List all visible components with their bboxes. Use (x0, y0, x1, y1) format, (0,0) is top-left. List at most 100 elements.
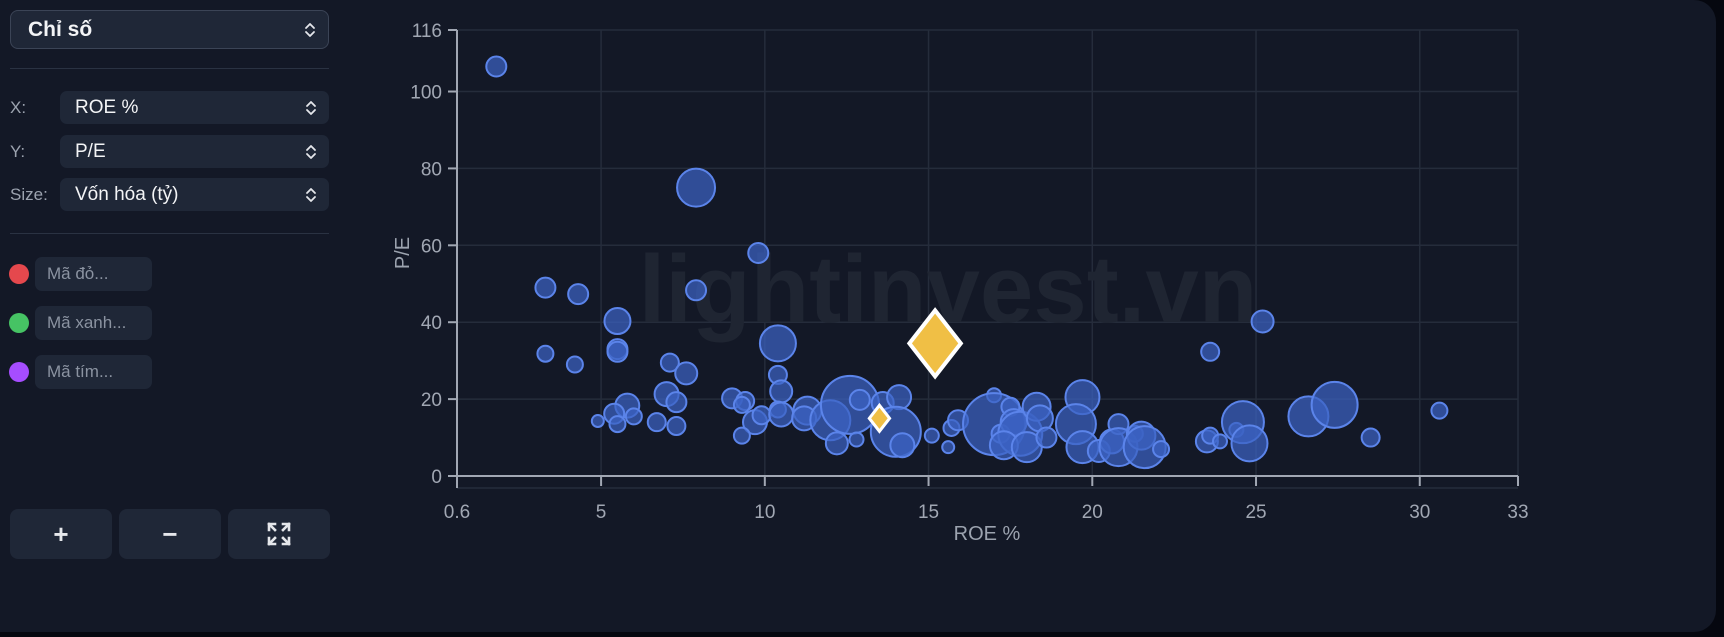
highlight-diamond[interactable] (906, 307, 964, 380)
divider (10, 233, 329, 234)
bubble[interactable] (646, 412, 667, 433)
y-tick-label: 100 (410, 83, 442, 104)
y-tick-label: 0 (431, 467, 442, 488)
x-axis-label: X: (10, 97, 27, 117)
y-axis-select[interactable]: P/E (60, 135, 329, 168)
x-tick-label: 0.6 (444, 502, 470, 523)
bubble[interactable] (1360, 427, 1381, 448)
chevron-updown-icon (305, 22, 315, 37)
chevron-updown-icon (306, 100, 316, 115)
y-axis-row: Y: P/E (10, 135, 329, 168)
highlight-green-row (9, 306, 152, 340)
bubble[interactable] (666, 416, 687, 437)
green-dot-icon (9, 313, 29, 333)
expand-arrows-icon (267, 522, 291, 546)
y-axis-title: P/E (392, 237, 414, 269)
fullscreen-button[interactable] (228, 509, 330, 559)
bubble[interactable] (676, 167, 717, 208)
highlight-purple-row (9, 355, 152, 389)
bubble-series[interactable] (485, 55, 1449, 470)
bubble[interactable] (590, 414, 605, 429)
chevron-updown-icon (306, 187, 316, 202)
highlight-purple-input[interactable] (35, 355, 152, 389)
x-tick-label: 10 (754, 502, 775, 523)
preset-select[interactable]: Chỉ số (10, 10, 329, 49)
bubble[interactable] (751, 405, 772, 426)
bubble[interactable] (565, 355, 584, 374)
bubble[interactable] (536, 344, 555, 363)
highlight-series[interactable] (867, 307, 964, 434)
size-axis-select[interactable]: Vốn hóa (tỷ) (60, 178, 329, 211)
bubble[interactable] (567, 283, 590, 306)
size-axis-select-value: Vốn hóa (tỷ) (75, 183, 179, 205)
size-axis-row: Size: Vốn hóa (tỷ) (10, 178, 329, 211)
bubble[interactable] (732, 395, 751, 414)
y-axis-label: Y: (10, 141, 26, 161)
zoom-in-button[interactable]: + (10, 509, 112, 559)
bubble[interactable] (848, 388, 871, 411)
bubble[interactable] (768, 401, 795, 428)
bubble[interactable] (1430, 401, 1449, 420)
bubble[interactable] (659, 352, 680, 373)
highlight-diamond[interactable] (867, 402, 892, 434)
y-axis-select-value: P/E (75, 140, 106, 162)
x-tick-label: 30 (1409, 502, 1430, 523)
x-tick-label: 20 (1082, 502, 1103, 523)
bubble[interactable] (608, 415, 627, 434)
bubble[interactable] (665, 391, 688, 414)
chart-area[interactable]: lightinvest.vn 0.6 5 10 15 20 25 30 33 0 20 40 60 8… (340, 0, 1716, 632)
purple-dot-icon (9, 362, 29, 382)
bubble[interactable] (923, 427, 940, 444)
bubble[interactable] (824, 431, 849, 456)
x-axis-select[interactable]: ROE % (60, 91, 329, 124)
bubble[interactable] (848, 431, 865, 448)
bubble[interactable] (534, 276, 557, 299)
bubble[interactable] (603, 307, 632, 336)
bubble[interactable] (1310, 380, 1359, 429)
highlight-green-input[interactable] (35, 306, 152, 340)
preset-select-value: Chỉ số (28, 17, 93, 41)
axes (448, 29, 1519, 488)
x-axis-row: X: ROE % (10, 91, 329, 124)
minus-icon: − (162, 518, 178, 549)
x-axis-select-value: ROE % (75, 96, 139, 118)
x-tick-label: 25 (1245, 502, 1266, 523)
sidebar: Chỉ số X: ROE % Y: P/E Size: Vốn hóa (tỷ… (0, 0, 340, 632)
bubble[interactable] (941, 440, 956, 455)
bubble-chart[interactable]: lightinvest.vn 0.6 5 10 15 20 25 30 33 02040608… (340, 0, 1716, 632)
highlight-red-row (9, 257, 152, 291)
bubble[interactable] (1230, 424, 1269, 463)
bubble[interactable] (1200, 341, 1221, 362)
plus-icon: + (53, 518, 69, 549)
chevron-updown-icon (306, 144, 316, 159)
x-axis-title: ROE % (954, 523, 1021, 545)
y-tick-label: 40 (421, 313, 442, 334)
bubble[interactable] (886, 384, 913, 411)
bubble[interactable] (758, 324, 797, 363)
y-tick-labels: 0 20 40 60 80 100 116 (410, 21, 442, 488)
bubble[interactable] (889, 432, 916, 459)
size-axis-label: Size: (10, 184, 48, 204)
bubble[interactable] (624, 407, 643, 426)
bubble[interactable] (747, 242, 770, 264)
bubble[interactable] (1212, 433, 1229, 450)
y-tick-label: 116 (412, 21, 442, 42)
bubble[interactable] (674, 361, 699, 386)
bubble[interactable] (606, 340, 629, 363)
x-tick-label: 15 (918, 502, 939, 523)
zoom-out-button[interactable]: − (119, 509, 221, 559)
bubble[interactable] (1250, 309, 1275, 334)
bubble[interactable] (485, 55, 508, 78)
x-tick-label: 33 (1507, 502, 1528, 523)
x-tick-labels: 0.6 5 10 15 20 25 30 33 (444, 502, 1529, 523)
bubble[interactable] (769, 379, 794, 404)
bubble[interactable] (685, 279, 708, 302)
highlight-red-input[interactable] (35, 257, 152, 291)
x-tick-label: 5 (596, 502, 607, 523)
bubble[interactable] (732, 426, 751, 445)
red-dot-icon (9, 264, 29, 284)
bubble[interactable] (1035, 426, 1058, 449)
bubble[interactable] (1152, 440, 1171, 459)
bubble[interactable] (819, 374, 880, 435)
